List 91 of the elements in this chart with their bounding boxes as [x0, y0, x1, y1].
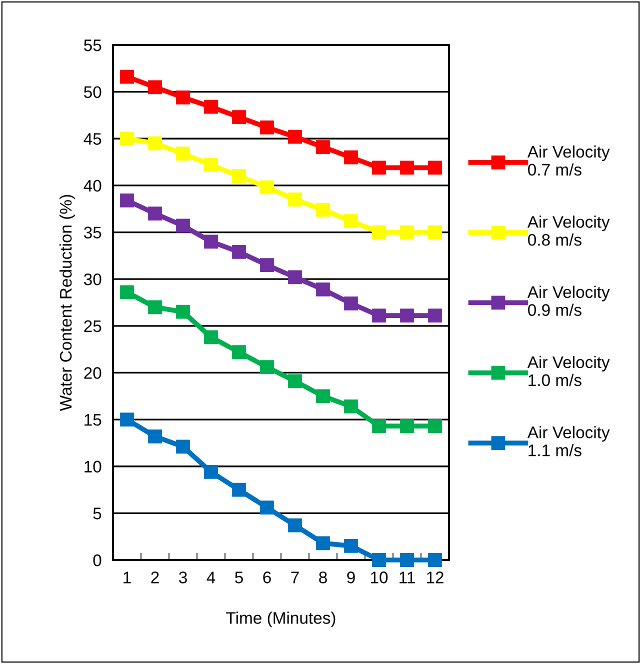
y-tick-label: 0 — [93, 554, 102, 566]
point — [316, 202, 330, 217]
y-tick-label: 55 — [84, 40, 102, 52]
point — [232, 169, 246, 184]
point — [260, 500, 274, 515]
y-tick-label: 5 — [93, 508, 102, 520]
point — [288, 270, 302, 284]
y-tick-label: 15 — [84, 414, 102, 426]
point — [232, 345, 246, 360]
point — [232, 482, 246, 497]
point — [344, 399, 358, 414]
x-tick-label: 9 — [347, 572, 355, 584]
point — [204, 100, 218, 114]
point — [372, 225, 386, 240]
x-tick-label: 11 — [400, 572, 415, 584]
point — [344, 539, 358, 553]
point — [428, 160, 442, 175]
legend-label: Air Velocity 1.0 m/s — [527, 356, 610, 386]
point — [288, 518, 302, 532]
x-tick-label: 5 — [235, 572, 243, 584]
point — [288, 374, 302, 388]
point — [372, 160, 386, 175]
point — [176, 146, 190, 161]
point — [316, 389, 330, 404]
point — [176, 304, 190, 319]
point — [400, 419, 414, 434]
point — [428, 419, 442, 434]
point — [120, 193, 134, 208]
y-tick-label: 10 — [84, 460, 102, 473]
point — [288, 130, 302, 144]
point — [148, 206, 162, 220]
point — [344, 296, 358, 310]
point — [204, 465, 218, 479]
y-tick-label: 45 — [84, 133, 102, 145]
point — [148, 300, 162, 314]
point — [204, 234, 218, 249]
x-tick-label: 4 — [206, 572, 216, 584]
y-axis-title: Water Content Reduction (%) — [59, 195, 76, 411]
x-tick-label: 10 — [371, 572, 388, 584]
x-axis-title: Time (Minutes) — [226, 612, 336, 628]
point — [120, 132, 134, 146]
point — [344, 214, 358, 228]
point — [232, 244, 246, 259]
point — [176, 440, 190, 454]
x-tick-label: 2 — [151, 572, 159, 584]
legend-label: Air Velocity 0.9 m/s — [527, 286, 610, 316]
x-tick-label: 1 — [124, 572, 131, 584]
point — [120, 285, 134, 300]
point — [204, 158, 218, 172]
y-tick-label: 40 — [84, 180, 102, 192]
x-tick-label: 7 — [291, 572, 299, 584]
point — [344, 150, 358, 164]
point — [204, 330, 218, 344]
point — [148, 80, 162, 94]
point — [428, 225, 442, 240]
point — [260, 258, 274, 272]
point — [400, 553, 414, 567]
point — [288, 192, 302, 206]
point — [260, 180, 274, 194]
point — [316, 536, 330, 550]
point — [400, 225, 414, 240]
y-tick-label: 50 — [84, 86, 102, 98]
point — [372, 308, 386, 323]
legend-label: Air Velocity 0.8 m/s — [527, 216, 610, 246]
point — [372, 553, 386, 567]
y-tick-label: 25 — [84, 320, 102, 332]
legend-label: Air Velocity 1.1 m/s — [527, 426, 610, 456]
x-tick-label: 8 — [319, 572, 327, 584]
point — [400, 308, 414, 323]
y-tick-label: 20 — [84, 367, 102, 379]
point — [176, 218, 190, 233]
point — [148, 429, 162, 444]
legend-label: Air Velocity 0.7 m/s — [527, 145, 610, 176]
point — [120, 70, 134, 84]
point — [260, 360, 274, 374]
point — [120, 412, 134, 426]
point — [428, 308, 442, 323]
point — [372, 419, 386, 434]
point — [260, 120, 274, 134]
y-tick-label: 35 — [84, 226, 102, 238]
point — [316, 282, 330, 296]
point — [148, 136, 162, 150]
point — [232, 110, 246, 124]
point — [400, 160, 414, 175]
x-tick-label: 6 — [263, 572, 271, 584]
point — [428, 553, 442, 567]
x-tick-label: 12 — [427, 572, 444, 584]
point — [176, 90, 190, 104]
point — [316, 140, 330, 154]
x-tick-label: 3 — [179, 572, 187, 584]
y-tick-label: 30 — [84, 273, 102, 286]
